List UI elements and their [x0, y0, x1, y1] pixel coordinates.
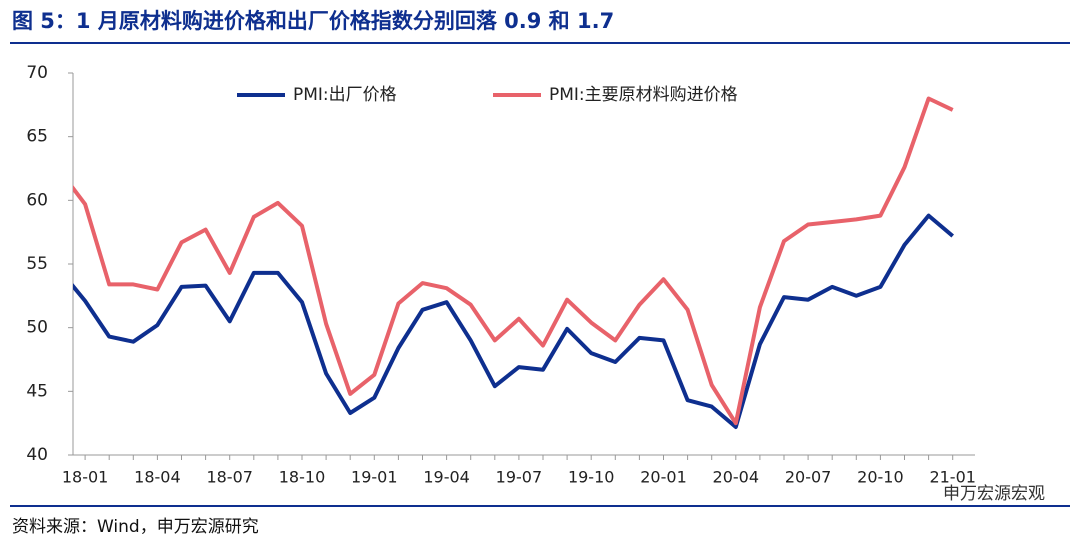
x-tick-label: 19-10	[568, 468, 615, 487]
x-tick-label: 20-07	[785, 468, 832, 487]
x-tick-label: 19-07	[496, 468, 543, 487]
x-tick-label: 18-07	[206, 468, 253, 487]
y-tick-label: 70	[26, 63, 48, 83]
series-line	[73, 213, 954, 429]
x-tick-label: 18-04	[134, 468, 181, 487]
series-line	[73, 96, 954, 426]
y-tick-label: 45	[26, 381, 48, 401]
y-tick-label: 60	[26, 190, 48, 210]
x-tick-label: 21-01	[929, 468, 976, 487]
watermark: 申万宏源宏观	[943, 484, 1045, 504]
source: 资料来源：Wind，申万宏源研究	[12, 517, 259, 537]
x-tick-label: 18-10	[279, 468, 326, 487]
title: 图 5：1 月原材料购进价格和出厂价格指数分别回落 0.9 和 1.7	[12, 9, 614, 33]
x-tick-label: 20-01	[640, 468, 687, 487]
x-tick-label: 19-01	[351, 468, 398, 487]
x-tick-label: 20-10	[857, 468, 904, 487]
x-tick-label: 20-04	[713, 468, 760, 487]
x-tick-label: 19-04	[423, 468, 470, 487]
y-tick-label: 40	[26, 445, 48, 465]
legend-label: PMI:主要原材料购进价格	[549, 85, 738, 105]
y-tick-label: 50	[26, 318, 48, 338]
y-tick-label: 55	[26, 254, 48, 274]
x-tick-label: 18-01	[62, 468, 109, 487]
y-tick-label: 65	[26, 127, 48, 147]
legend-label: PMI:出厂价格	[293, 85, 397, 105]
